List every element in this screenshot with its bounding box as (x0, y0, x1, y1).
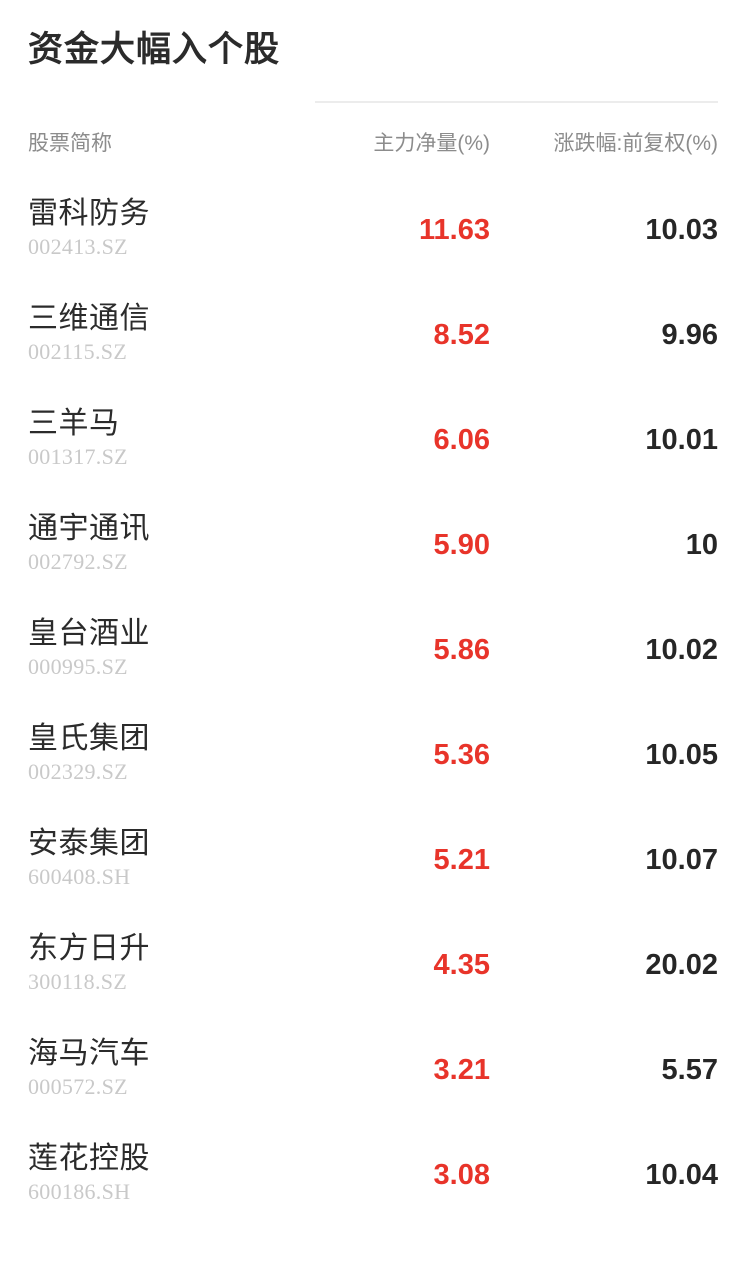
table-row[interactable]: 东方日升 300118.SZ 4.35 20.02 (0, 921, 750, 1026)
net-inflow-value: 5.86 (433, 634, 490, 666)
page-title: 资金大幅入个股 (28, 30, 281, 69)
stock-name-label: 安泰集团 (28, 827, 150, 860)
stock-name-label: 三羊马 (28, 407, 120, 440)
stock-name-label: 东方日升 (28, 932, 150, 965)
stock-code-label: 000572.SZ (28, 1074, 128, 1099)
stock-code-label: 002115.SZ (28, 339, 128, 364)
table-row[interactable]: 莲花控股 600186.SH 3.08 10.04 (0, 1131, 750, 1236)
stock-name-label: 皇氏集团 (28, 722, 150, 755)
stock-identity-cell[interactable]: 莲花控股 600186.SH (28, 1141, 328, 1205)
table-row[interactable]: 三维通信 002115.SZ 8.52 9.96 (0, 291, 750, 396)
net-inflow-value: 3.21 (433, 1054, 490, 1086)
stock-name-label: 海马汽车 (28, 1037, 150, 1070)
stock-code-label: 002792.SZ (28, 549, 128, 574)
stock-identity-cell[interactable]: 东方日升 300118.SZ (28, 931, 328, 995)
stock-code-label: 002413.SZ (28, 234, 128, 259)
stock-code-label: 002329.SZ (28, 759, 128, 784)
column-header-stock-name: 股票简称 (28, 132, 112, 155)
stock-identity-cell[interactable]: 海马汽车 000572.SZ (28, 1036, 328, 1100)
net-inflow-value: 5.90 (433, 529, 490, 561)
net-inflow-value: 11.63 (419, 214, 490, 246)
change-value: 10.05 (645, 739, 718, 771)
stock-name-label: 通宇通讯 (28, 512, 150, 545)
header-divider (315, 101, 718, 103)
stock-identity-cell[interactable]: 通宇通讯 002792.SZ (28, 511, 328, 575)
change-value: 10.04 (645, 1159, 718, 1191)
change-value: 10.02 (645, 634, 718, 666)
stock-identity-cell[interactable]: 安泰集团 600408.SH (28, 826, 328, 890)
table-row[interactable]: 皇氏集团 002329.SZ 5.36 10.05 (0, 711, 750, 816)
change-value: 20.02 (645, 949, 718, 981)
net-inflow-value: 3.08 (433, 1159, 490, 1191)
stock-identity-cell[interactable]: 雷科防务 002413.SZ (28, 196, 328, 260)
change-value: 5.57 (661, 1054, 718, 1086)
stock-code-label: 000995.SZ (28, 654, 128, 679)
net-inflow-value: 6.06 (433, 424, 490, 456)
net-inflow-value: 5.21 (433, 844, 490, 876)
stock-identity-cell[interactable]: 皇台酒业 000995.SZ (28, 616, 328, 680)
table-row[interactable]: 海马汽车 000572.SZ 3.21 5.57 (0, 1026, 750, 1131)
table-body: 雷科防务 002413.SZ 11.63 10.03 三维通信 002115.S… (0, 186, 750, 1236)
table-row[interactable]: 通宇通讯 002792.SZ 5.90 10 (0, 501, 750, 606)
stock-identity-cell[interactable]: 三羊马 001317.SZ (28, 406, 328, 470)
stock-name-label: 莲花控股 (28, 1142, 150, 1175)
change-value: 9.96 (661, 319, 718, 351)
stock-name-label: 皇台酒业 (28, 617, 150, 650)
stock-identity-cell[interactable]: 三维通信 002115.SZ (28, 301, 328, 365)
column-header-net-inflow: 主力净量(%) (373, 132, 490, 155)
table-row[interactable]: 皇台酒业 000995.SZ 5.86 10.02 (0, 606, 750, 711)
stock-identity-cell[interactable]: 皇氏集团 002329.SZ (28, 721, 328, 785)
change-value: 10.03 (645, 214, 718, 246)
table-header-row: 股票简称 主力净量(%) 涨跌幅:前复权(%) (0, 128, 750, 160)
stock-name-label: 雷科防务 (28, 197, 150, 230)
change-value: 10.01 (645, 424, 718, 456)
change-value: 10 (685, 529, 718, 561)
net-inflow-value: 8.52 (433, 319, 490, 351)
stock-name-label: 三维通信 (28, 302, 150, 335)
stock-code-label: 600186.SH (28, 1179, 131, 1204)
table-row[interactable]: 安泰集团 600408.SH 5.21 10.07 (0, 816, 750, 921)
net-inflow-value: 4.35 (433, 949, 490, 981)
stock-code-label: 001317.SZ (28, 444, 128, 469)
table-row[interactable]: 雷科防务 002413.SZ 11.63 10.03 (0, 186, 750, 291)
column-header-change: 涨跌幅:前复权(%) (553, 132, 719, 155)
stock-code-label: 600408.SH (28, 864, 131, 889)
stock-code-label: 300118.SZ (28, 969, 128, 994)
net-inflow-value: 5.36 (433, 739, 490, 771)
table-row[interactable]: 三羊马 001317.SZ 6.06 10.01 (0, 396, 750, 501)
change-value: 10.07 (645, 844, 718, 876)
